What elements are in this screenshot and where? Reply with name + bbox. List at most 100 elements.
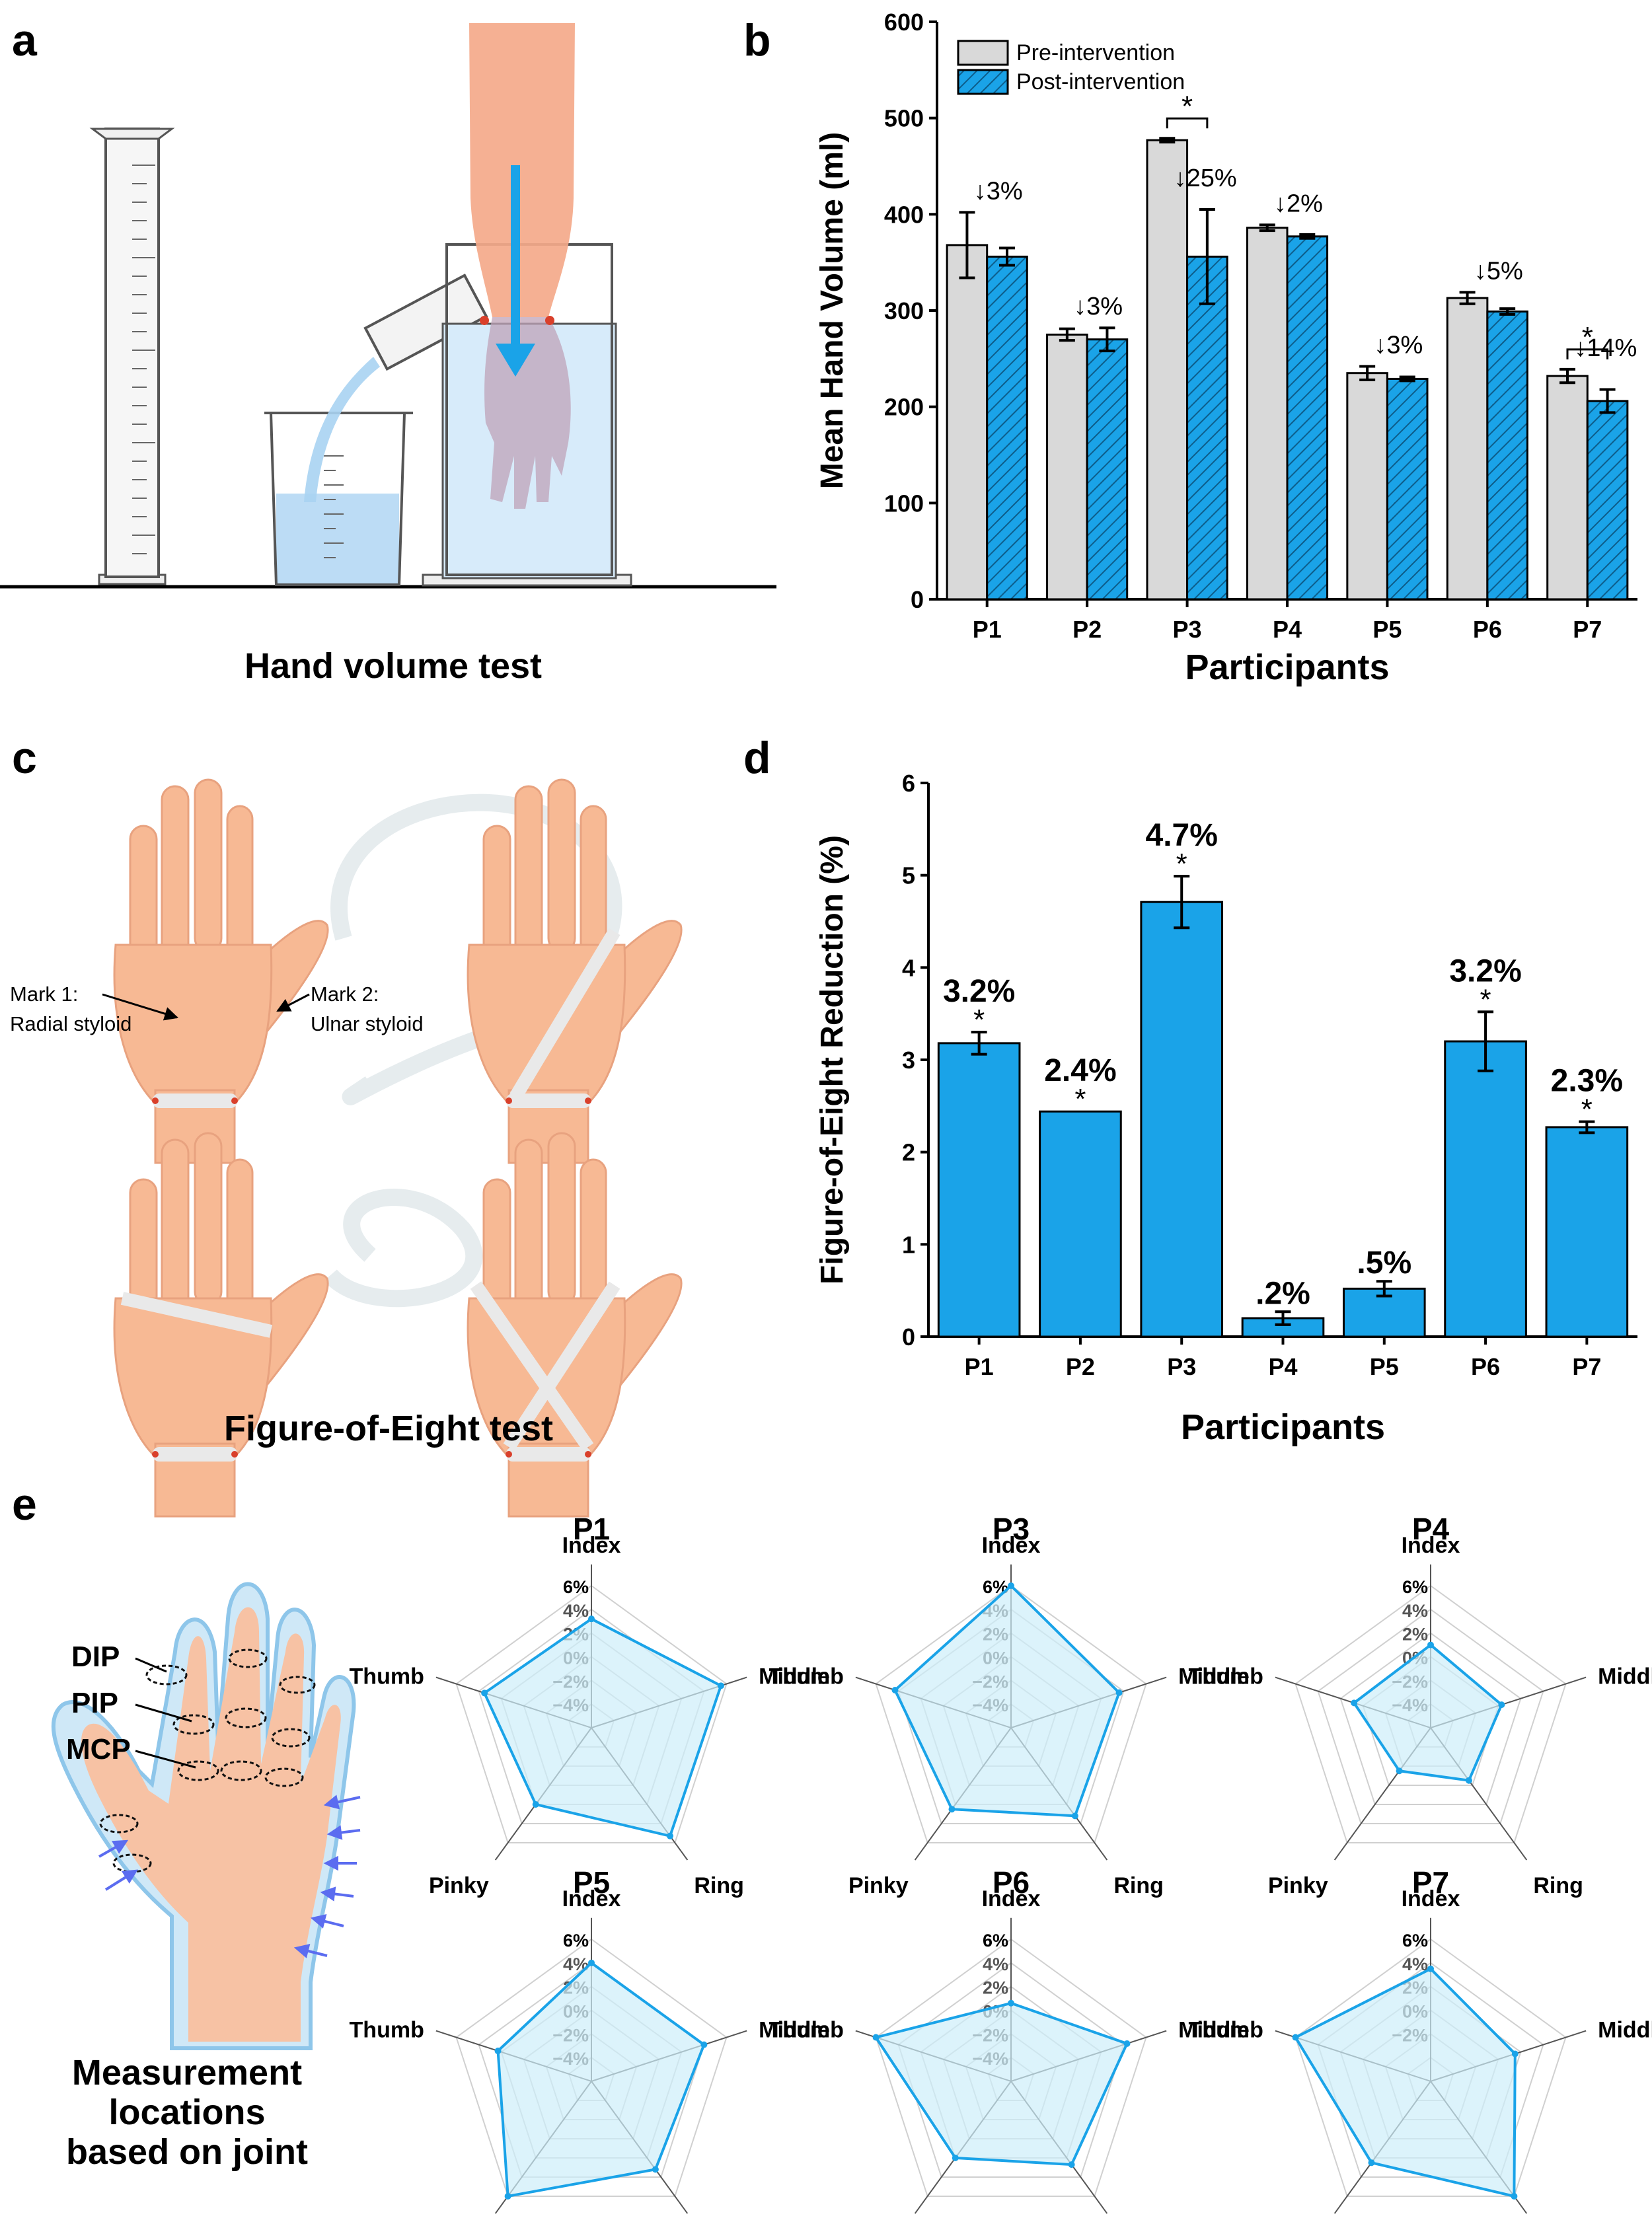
post-bar-P3 — [1186, 255, 1228, 601]
bar-P6 — [1444, 1040, 1527, 1338]
significance-star: * — [1176, 848, 1187, 880]
error-bar — [1499, 307, 1516, 316]
radar-point — [588, 1959, 595, 1966]
radar-axis-label: Pinky — [1268, 1873, 1328, 1898]
figure-eight-loop-bottom — [324, 1189, 483, 1308]
radar-point — [481, 1689, 488, 1697]
panel-a-caption: Hand volume test — [244, 646, 542, 686]
radar-point — [891, 1686, 899, 1693]
radar-title: P7 — [1412, 1865, 1449, 1900]
radar-axis-label: Index — [1402, 1533, 1460, 1558]
radar-tick-label: 6% — [1402, 1931, 1428, 1950]
radar-axis-label: Index — [982, 1533, 1041, 1558]
value-label-P2: 2.4% — [1044, 1053, 1116, 1088]
radar-tick-label: 2% — [983, 1978, 1008, 1998]
radar-chart-P7: P7IndexMiddleRingPinkyThumb−2%0%2%4%6% — [1189, 1865, 1652, 2214]
radar-tick-label: 4% — [1402, 1954, 1428, 1974]
panel-a: a — [0, 15, 776, 686]
panel-e: e DIP PIP MCP Measurement locations base… — [12, 1479, 1652, 2214]
radar-point — [1465, 1777, 1472, 1784]
radar-grid — [1295, 1584, 1567, 1843]
significance-star: * — [973, 1004, 985, 1036]
radar-point — [652, 2166, 659, 2173]
error-bar — [1579, 1120, 1595, 1134]
y-tick-label: 500 — [884, 105, 924, 132]
legend-swatch — [957, 40, 1009, 66]
radar-point — [1008, 1999, 1014, 2007]
radar-axis-label: Middle — [1178, 2018, 1250, 2043]
error-bar — [1059, 327, 1075, 342]
radar-point — [952, 2154, 959, 2161]
panel-c: c Mark 1: Radial styloid Mark 2: Ulnar s… — [10, 733, 683, 1518]
significance-star: * — [1182, 90, 1193, 122]
legend: Pre-intervention Post-intervention — [957, 40, 1185, 95]
post-bar-P7 — [1586, 400, 1629, 601]
y-tick-label: 600 — [884, 9, 924, 36]
error-bar — [1199, 208, 1215, 305]
significance-star: * — [1074, 1083, 1086, 1115]
reduction-label-P6: ↓5% — [1474, 257, 1523, 285]
error-bar — [1459, 291, 1476, 305]
mark1-pointer — [102, 993, 179, 1021]
water-stream — [304, 357, 380, 502]
radar-point — [494, 2048, 502, 2055]
significance-star: * — [1581, 1093, 1593, 1126]
dip-ring — [145, 1664, 188, 1686]
beaker — [264, 412, 413, 586]
radar-point — [872, 2034, 880, 2041]
radar-title: P1 — [573, 1512, 610, 1546]
radar-point — [1123, 2040, 1131, 2047]
radar-axis-label: Middle — [1598, 1664, 1652, 1689]
radar-axis-label: Pinky — [848, 1873, 909, 1898]
radar-axis-label: Middle — [1178, 1664, 1250, 1689]
radar-axis-label: Thumb — [769, 2018, 844, 2043]
radar-point — [948, 1806, 956, 1813]
value-label-P1: 3.2% — [943, 974, 1015, 1009]
panel-d-label: d — [743, 733, 771, 783]
error-bar — [959, 211, 975, 279]
x-tick-label: P4 — [1268, 1353, 1297, 1380]
radar-chart-P1: P1IndexMiddleRingPinkyThumb−4%−2%0%2%4%6… — [350, 1512, 830, 1898]
reduction-label-P7: ↓14% — [1574, 334, 1637, 362]
radar-point — [1427, 1641, 1434, 1649]
joint-label-mcp: MCP — [66, 1733, 131, 1765]
x-axis-title: Participants — [1181, 1407, 1385, 1447]
radar-axis-label: Pinky — [429, 1873, 489, 1898]
reduction-label-P3: ↓25% — [1174, 165, 1237, 192]
value-label-P5: .5% — [1357, 1245, 1411, 1280]
panel-b: b 0 100 200 300 400 500 600 P1 P2 P3 P4 P5 P6 P7 Mean … — [743, 9, 1637, 687]
pre-bar-P2 — [1046, 333, 1088, 601]
panel-b-label: b — [743, 15, 771, 65]
legend-entry: Post-intervention — [1016, 69, 1185, 94]
immersion-arrowhead — [496, 344, 535, 377]
significance-star: * — [1582, 321, 1593, 353]
panel-e-caption-3: based on joint — [66, 2132, 308, 2172]
legend-entry: Pre-intervention — [1016, 40, 1175, 65]
x-tick-label: P2 — [1072, 616, 1102, 643]
radar-tick-label: 6% — [563, 1931, 589, 1950]
radar-axis-label: Thumb — [350, 1664, 424, 1689]
radar-point — [1008, 1582, 1014, 1589]
bar-P2 — [1039, 1110, 1122, 1338]
figure-eight-hand-4 — [467, 1132, 683, 1518]
y-tick-label: 3 — [902, 1047, 915, 1074]
radar-series — [893, 1584, 1121, 1818]
radar-point — [1396, 1767, 1403, 1775]
reduction-label-P5: ↓3% — [1374, 331, 1423, 359]
hand-volume-bar-chart: 0 100 200 300 400 500 600 P1 P2 P3 P4 P5 P6 P7 Mean Ha… — [815, 9, 1637, 687]
pre-bar-P4 — [1246, 227, 1289, 601]
radar-point — [700, 2041, 708, 2048]
radar-axis-label: Ring — [1533, 1873, 1583, 1898]
radar-grid — [1295, 1938, 1567, 2197]
panel-e-label: e — [12, 1479, 37, 1530]
pre-bar-P6 — [1446, 297, 1489, 601]
panel-c-caption: Figure-of-Eight test — [224, 1409, 553, 1448]
error-bar — [1359, 365, 1376, 381]
radar-tick-label: 4% — [563, 1601, 589, 1621]
bar-P1 — [937, 1042, 1021, 1338]
pouring-cup — [363, 274, 488, 371]
panel-e-caption-2: locations — [108, 2093, 265, 2132]
y-axis-title: Figure-of-Eight Reduction (%) — [815, 835, 850, 1284]
significance-bracket — [1566, 348, 1609, 359]
